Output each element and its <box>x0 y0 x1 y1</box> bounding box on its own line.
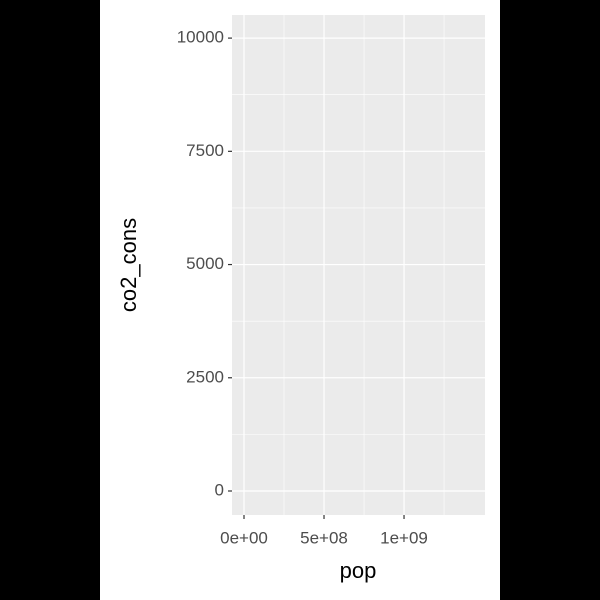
x-tick-label: 0e+00 <box>220 528 268 547</box>
y-tick-label: 2500 <box>186 367 224 386</box>
y-axis-title: co2_cons <box>116 218 141 312</box>
x-tick-label: 1e+09 <box>380 528 428 547</box>
y-tick-label: 7500 <box>186 141 224 160</box>
x-tick-label: 5e+08 <box>300 528 348 547</box>
x-axis-title: pop <box>340 558 377 583</box>
y-tick-label: 10000 <box>177 28 224 47</box>
y-tick-label: 0 <box>215 480 224 499</box>
grid <box>232 15 485 515</box>
y-tick-label: 5000 <box>186 254 224 273</box>
